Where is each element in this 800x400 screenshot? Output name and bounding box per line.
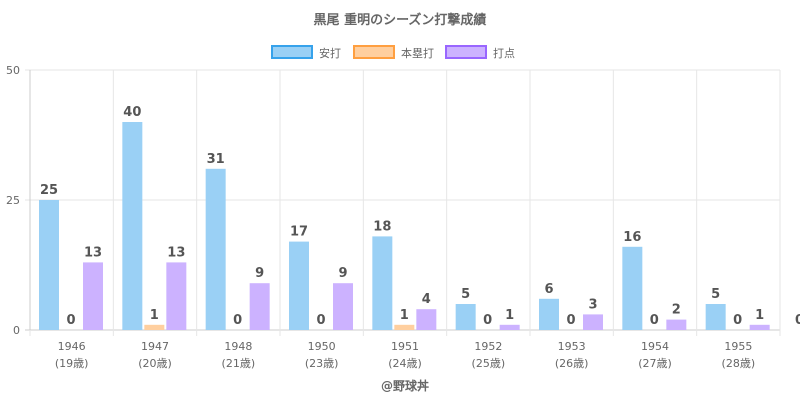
bar-打点-1955[interactable] [749,324,770,330]
value-label: 1 [505,308,514,323]
bar-打点-1951[interactable] [416,309,437,330]
value-label: 13 [167,245,185,260]
value-label: 0 [233,313,242,328]
x-axis: 1946 (19歳) 1947 (20歳) 1948 (21歳) 1950 (23歳) 1951… [55,340,755,370]
value-label: 0 [483,313,492,328]
bar-打点-1954[interactable] [666,319,687,330]
bar-安打-1955[interactable] [705,304,726,330]
value-label: 9 [338,266,347,281]
x-tick-label: 1951 [391,340,419,353]
x-tick-sublabel: (20歳) [138,357,172,370]
value-label: 0 [566,313,575,328]
legend-swatch-0[interactable] [271,45,313,59]
x-tick-label: 1950 [308,340,336,353]
value-label: 1 [150,308,159,323]
value-label: 1 [400,308,409,323]
value-label: 0 [733,313,742,328]
value-label: 5 [711,287,720,302]
x-tick-sublabel: (19歳) [55,357,89,370]
bar-安打-1951[interactable] [372,236,393,330]
x-tick-label: 1952 [474,340,502,353]
x-tick-label: 1953 [558,340,586,353]
value-label: 6 [544,282,553,297]
y-tick-label: 50 [6,64,20,77]
legend: 安打 本塁打 打点 [271,45,515,60]
y-tick-label: 25 [6,194,20,207]
credit: @野球丼 [381,378,429,393]
x-tick-label: 1947 [141,340,169,353]
value-label: 4 [422,292,431,307]
value-label: 2 [672,303,681,318]
bar-安打-1946[interactable] [39,200,59,330]
x-tick-sublabel: (23歳) [305,357,339,370]
value-label: 16 [623,230,641,245]
value-label: 0 [316,313,325,328]
legend-label-2[interactable]: 打点 [493,46,515,60]
value-label: 17 [290,225,308,240]
value-label: 13 [84,245,102,260]
legend-swatch-2[interactable] [445,45,487,59]
x-tick-sublabel: (28歳) [722,357,756,370]
value-label: 3 [588,297,597,312]
legend-label-0[interactable]: 安打 [319,46,341,60]
y-tick-label: 0 [13,324,20,337]
x-tick-label: 1954 [641,340,669,353]
x-tick-sublabel: (27歳) [638,357,672,370]
x-tick-sublabel: (25歳) [472,357,506,370]
x-tick-sublabel: (26歳) [555,357,589,370]
value-label: 31 [207,152,225,167]
bar-打点-1946[interactable] [83,262,103,330]
legend-swatch-1[interactable] [353,45,395,59]
bar-安打-1948[interactable] [205,168,226,330]
bar-安打-1947[interactable] [122,122,143,330]
value-label: 25 [40,183,58,198]
bar-安打-1950[interactable] [289,241,309,330]
bar-打点-1953[interactable] [583,314,603,330]
value-label: 18 [373,219,391,234]
value-label: 0 [650,313,659,328]
value-label: 9 [255,266,264,281]
x-tick-sublabel: (21歳) [222,357,256,370]
value-label: 0 [66,313,75,328]
x-tick-label: 1946 [58,340,86,353]
bar-打点-1952[interactable] [499,324,520,330]
legend-label-1[interactable]: 本塁打 [401,46,434,60]
value-label: 40 [123,105,141,120]
x-tick-label: 1948 [224,340,252,353]
chart-title: 黒尾 重明のシーズン打撃成績 [314,12,487,28]
x-tick-label: 1955 [724,340,752,353]
bar-本塁打-1947[interactable] [144,324,165,330]
bar-打点-1948[interactable] [249,283,270,330]
x-tick-sublabel: (24歳) [388,357,422,370]
bar-安打-1952[interactable] [455,304,476,330]
bar-安打-1954[interactable] [622,246,643,330]
bar-本塁打-1951[interactable] [394,324,415,330]
bar-安打-1953[interactable] [539,298,559,330]
bars [39,122,770,330]
value-label: 1 [755,308,764,323]
bar-打点-1950[interactable] [333,283,353,330]
value-label: 5 [461,287,470,302]
bar-打点-1947[interactable] [166,262,187,330]
clipped-value-label-visible: 0 [795,313,800,328]
